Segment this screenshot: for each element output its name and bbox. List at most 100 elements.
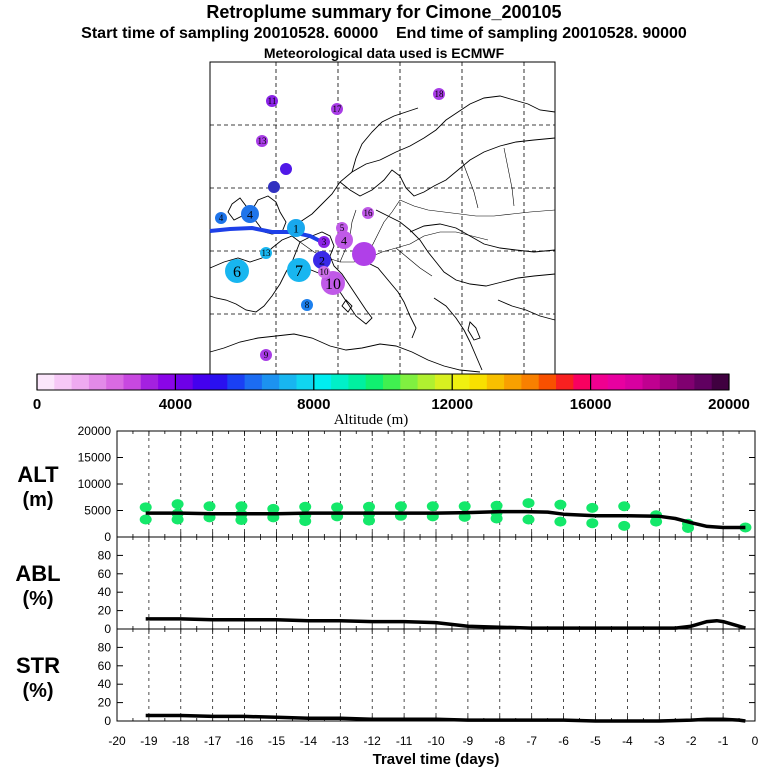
colorbar-tick-label: 12000 — [431, 396, 473, 413]
altitude-colorbar: 0 4000 8000 12000 16000 20000 Altitude (m) — [33, 373, 750, 428]
x-tick-label: -14 — [300, 734, 318, 748]
data-point — [363, 515, 376, 526]
y-axis-unit: (%) — [22, 680, 53, 702]
cluster-label: 7 — [295, 263, 303, 280]
series-line — [145, 713, 746, 723]
colorbar-cell — [677, 374, 695, 390]
cluster-marker — [280, 163, 292, 175]
cluster-marker: 7 — [287, 258, 311, 282]
data-point — [586, 502, 599, 513]
cluster-dot — [335, 231, 353, 249]
x-tick-label: 0 — [752, 734, 759, 748]
panel-alt: 0 5000 10000 15000 20000 ALT(m) — [17, 424, 756, 544]
cluster-dot — [287, 258, 311, 282]
cluster-marker: 13 — [260, 247, 272, 259]
cluster-marker: 6 — [225, 259, 249, 283]
data-point — [235, 501, 248, 512]
colorbar-cell — [261, 374, 280, 390]
cluster-label: 1 — [293, 221, 299, 235]
colorbar-cell — [469, 374, 488, 390]
y-axis-unit: (%) — [22, 588, 53, 610]
data-point — [618, 520, 631, 531]
cluster-label: 8 — [305, 300, 310, 310]
colorbar-cell — [642, 374, 661, 390]
data-point — [299, 516, 312, 527]
colorbar-cell — [331, 374, 349, 390]
colorbar-cell — [244, 374, 263, 390]
colorbar-cell — [313, 374, 332, 390]
cluster-dot — [280, 163, 292, 175]
time-series-panels: 05000100001500020000ALT(m)020406080ABL(%… — [15, 424, 758, 768]
cluster-marker: 2 — [313, 251, 331, 269]
colorbar-cell — [383, 374, 401, 390]
cluster-dot — [287, 219, 305, 237]
colorbar-cell — [625, 374, 643, 390]
cluster-dot — [313, 251, 331, 269]
y-tick-label: 20 — [98, 696, 112, 710]
cluster-label: 4 — [341, 233, 347, 247]
plume-track — [209, 225, 323, 244]
cluster-label: 2 — [319, 253, 325, 267]
x-tick-label: -19 — [140, 734, 158, 748]
start-time-label: Start time of sampling 20010528. 60000 — [81, 25, 379, 42]
y-axis-unit: (m) — [22, 489, 53, 511]
x-tick-label: -12 — [364, 734, 382, 748]
x-tick-label: -6 — [558, 734, 569, 748]
y-tick-label: 15000 — [78, 451, 112, 465]
coastlines — [209, 95, 556, 373]
colorbar-tick-label: 20000 — [708, 396, 750, 413]
colorbar-cell — [37, 374, 55, 390]
data-point — [522, 514, 535, 525]
colorbar-cell — [365, 374, 384, 390]
x-tick-label: -4 — [622, 734, 633, 748]
cluster-dot — [268, 181, 280, 193]
cluster-marker: 9 — [260, 349, 272, 361]
data-point — [331, 502, 344, 513]
cluster-dot — [362, 207, 374, 219]
colorbar-cell — [434, 374, 453, 390]
cluster-dot — [215, 212, 227, 224]
y-tick-label: 0 — [104, 530, 111, 544]
x-tick-label: -20 — [108, 734, 126, 748]
colorbar-cell — [659, 374, 678, 390]
cluster-dot — [433, 88, 445, 100]
x-tick-label: -2 — [686, 734, 697, 748]
cluster-marker: 16 — [362, 207, 374, 219]
colorbar-cell — [158, 374, 176, 390]
cluster-label: 17 — [333, 104, 343, 114]
map-frame — [209, 61, 556, 375]
x-tick-label: -1 — [718, 734, 729, 748]
data-point — [490, 513, 503, 524]
colorbar-cell — [694, 374, 713, 390]
colorbar-cell — [296, 374, 315, 390]
x-tick-label: -11 — [396, 734, 413, 748]
data-point — [458, 501, 471, 512]
x-tick-label: -18 — [172, 734, 190, 748]
cluster-dot — [260, 247, 272, 259]
cluster-dot — [352, 242, 376, 266]
colorbar-cell — [88, 374, 107, 390]
cluster-marker: 11 — [266, 95, 278, 107]
colorbar-cell — [452, 374, 470, 390]
data-point — [139, 502, 152, 513]
met-data-label: Meteorological data used is ECMWF — [263, 45, 505, 61]
data-point — [586, 518, 599, 529]
mean-altitude-line — [145, 509, 746, 530]
plume-track-line — [209, 225, 323, 244]
colorbar-cell — [348, 374, 367, 390]
x-axis-label: Travel time (days) — [373, 751, 500, 768]
colorbar-tick-label: 0 — [33, 396, 41, 413]
colorbar-cell — [538, 374, 557, 390]
cluster-label: 10 — [325, 276, 341, 293]
colorbar-tick-label: 4000 — [159, 396, 192, 413]
colorbar-cell — [521, 374, 540, 390]
data-point — [139, 514, 152, 525]
cluster-marker: 5 — [336, 222, 348, 234]
cluster-marker: 17 — [331, 103, 343, 115]
cluster-label: 18 — [435, 89, 445, 99]
cluster-dot — [256, 135, 268, 147]
y-tick-label: 0 — [104, 622, 111, 636]
cluster-marker: 18 — [433, 88, 445, 100]
